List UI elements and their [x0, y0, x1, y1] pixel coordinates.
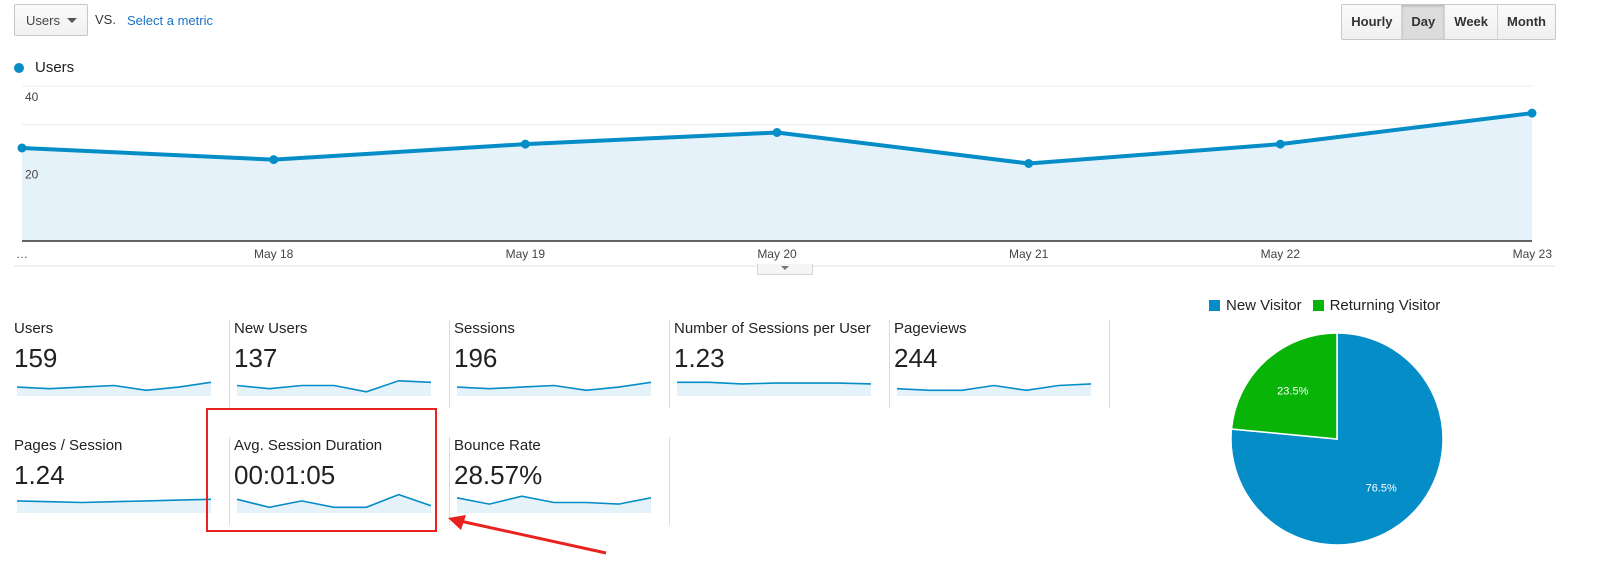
sparkline-line: [677, 381, 871, 385]
x-tick-label: May 20: [757, 247, 797, 261]
sparkline-area: [677, 382, 871, 396]
data-point[interactable]: [1275, 139, 1285, 149]
granularity-month-button[interactable]: Month: [1497, 5, 1555, 39]
sparkline-line: [16, 381, 211, 392]
scorecard-value: 196: [454, 343, 498, 373]
visitor-type-pie-chart: 76.5% 23.5%: [1230, 332, 1444, 546]
sparkline-area: [457, 496, 651, 513]
legend-label-returning-visitor: Returning Visitor: [1329, 297, 1441, 314]
sparkline-line: [456, 495, 651, 505]
scorecard-avg-session-duration[interactable]: Avg. Session Duration 00:01:05: [234, 437, 450, 529]
sparkline-area: [237, 494, 431, 513]
pie-legend-item[interactable]: New Visitor: [1209, 297, 1302, 314]
pie-slice-new-visitor[interactable]: [1230, 332, 1444, 546]
scorecard-sessions[interactable]: Sessions 196: [454, 320, 670, 412]
line-chart-legend: Users: [14, 59, 74, 76]
scorecard-label: Sessions: [454, 320, 515, 337]
pie-legend: New Visitor Returning Visitor: [1209, 297, 1451, 314]
scorecard-label: Pages / Session: [14, 437, 123, 454]
pie-slice-label: 23.5%: [1277, 385, 1308, 397]
scorecard-bounce-rate[interactable]: Bounce Rate 28.57%: [454, 437, 670, 529]
data-point[interactable]: [17, 143, 27, 153]
x-tick-label: May 21: [1009, 247, 1049, 261]
data-point[interactable]: [520, 139, 530, 149]
y-tick-label: 40: [25, 90, 39, 104]
sparkline-area: [897, 383, 1091, 396]
x-tick-label: May 18: [254, 247, 294, 261]
data-point[interactable]: [269, 155, 279, 165]
time-granularity-toggle: Hourly Day Week Month: [1341, 4, 1556, 40]
sparkline: [236, 379, 431, 396]
legend-label-new-visitor: New Visitor: [1226, 297, 1302, 314]
scorecard-label: Avg. Session Duration: [234, 437, 383, 454]
primary-metric-dropdown[interactable]: Users: [14, 4, 88, 36]
sparkline: [456, 381, 651, 396]
x-tick-label: …: [16, 247, 28, 261]
y-tick-label: 20: [25, 168, 39, 182]
pie-slice-returning-visitor[interactable]: [1230, 332, 1338, 440]
x-tick-label: May 22: [1261, 247, 1301, 261]
pie-legend-item[interactable]: Returning Visitor: [1312, 297, 1441, 314]
sparkline-area: [17, 382, 211, 396]
scorecard-value: 244: [894, 343, 938, 373]
sparkline: [456, 495, 651, 513]
scorecard-value: 28.57%: [454, 460, 543, 490]
arrow-head: [448, 515, 466, 530]
scorecard-value: 159: [14, 343, 58, 373]
sparkline-line: [456, 381, 651, 392]
scorecard-value: 1.24: [14, 460, 65, 490]
scorecard-label: Number of Sessions per User: [674, 320, 871, 337]
sparkline-area: [457, 382, 651, 396]
scorecard-pageviews[interactable]: Pageviews 244: [894, 320, 1110, 412]
series-area-users: [22, 113, 1532, 241]
sparkline: [16, 381, 211, 396]
scorecard-value: 00:01:05: [234, 460, 336, 490]
x-tick-label: May 19: [506, 247, 546, 261]
scorecard-value: 1.23: [674, 343, 725, 373]
highlight-box: [206, 408, 437, 532]
sparkline-line: [236, 493, 431, 509]
vs-label: VS.: [95, 12, 116, 27]
data-point[interactable]: [772, 128, 782, 137]
scorecard-label: New Users: [234, 320, 308, 337]
scorecard-label: Pageviews: [894, 320, 967, 337]
sparkline-line: [896, 383, 1091, 392]
granularity-week-button[interactable]: Week: [1444, 5, 1498, 39]
sparkline: [236, 493, 431, 513]
scorecard-new-users[interactable]: New Users 137: [234, 320, 450, 412]
sparkline: [677, 381, 871, 396]
scorecard-pages-per-session[interactable]: Pages / Session 1.24: [14, 437, 230, 529]
chart-collapse-toggle[interactable]: [757, 264, 813, 275]
scorecard-label: Users: [14, 320, 54, 337]
arrow-shaft: [459, 519, 607, 555]
select-metric-link[interactable]: Select a metric: [127, 13, 213, 28]
pie-slice-label: 76.5%: [1366, 483, 1397, 495]
triangle-down-icon: [781, 266, 789, 270]
primary-metric-value: Users: [26, 13, 60, 28]
sparkline: [896, 383, 1091, 396]
users-line-chart: 40 20 … May 18 May 19 May 20 May 21 May 22 May 2…: [14, 85, 1555, 267]
legend-label-users: Users: [35, 59, 75, 76]
scorecard-value: 137: [234, 343, 278, 373]
data-point[interactable]: [1024, 159, 1034, 168]
legend-swatch-returning-visitor: [1312, 300, 1324, 311]
data-point[interactable]: [1527, 108, 1537, 118]
scorecard-users[interactable]: Users 159: [14, 320, 230, 412]
scorecard-label: Bounce Rate: [454, 437, 541, 454]
annotation-arrow-icon: [448, 515, 607, 555]
sparkline-line: [236, 379, 431, 393]
legend-swatch-new-visitor: [1209, 300, 1220, 311]
granularity-day-button[interactable]: Day: [1401, 5, 1445, 39]
sparkline: [16, 498, 211, 513]
x-tick-label: May 23: [1513, 247, 1553, 261]
series-dot-icon: [14, 62, 24, 73]
sparkline-area: [237, 380, 431, 396]
caret-down-icon: [67, 18, 77, 23]
sparkline-line: [16, 498, 211, 504]
scorecard-sessions-per-user[interactable]: Number of Sessions per User 1.23: [674, 320, 890, 412]
granularity-hourly-button[interactable]: Hourly: [1342, 5, 1402, 39]
